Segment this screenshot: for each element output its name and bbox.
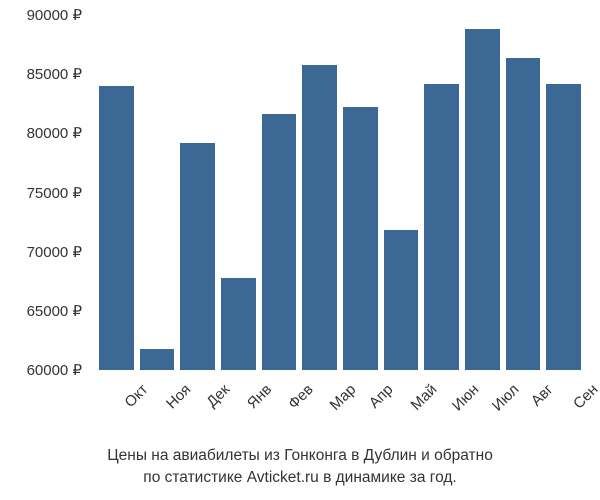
y-tick-label: 70000 ₽ xyxy=(27,243,82,261)
x-tick-label: Дек xyxy=(203,381,233,411)
x-tick-label: Янв xyxy=(244,381,275,412)
x-tick-label: Окт xyxy=(122,381,152,411)
bar-chart xyxy=(95,15,585,370)
bar xyxy=(221,278,256,370)
x-tick-label: Июл xyxy=(489,381,523,415)
y-axis: 60000 ₽65000 ₽70000 ₽75000 ₽80000 ₽85000… xyxy=(0,15,90,370)
bar xyxy=(506,58,541,370)
chart-caption: Цены на авиабилеты из Гонконга в Дублин … xyxy=(0,445,600,488)
x-tick-label: Май xyxy=(408,381,441,414)
y-tick-label: 75000 ₽ xyxy=(27,184,82,202)
bar xyxy=(465,29,500,370)
x-tick-label: Июн xyxy=(449,381,482,414)
bars-group xyxy=(95,15,585,370)
caption-line-1: Цены на авиабилеты из Гонконга в Дублин … xyxy=(107,447,493,464)
x-tick-label: Ноя xyxy=(163,381,194,412)
bar xyxy=(384,230,419,370)
bar xyxy=(99,86,134,370)
bar xyxy=(180,143,215,370)
y-tick-label: 80000 ₽ xyxy=(27,124,82,142)
y-tick-label: 60000 ₽ xyxy=(27,361,82,379)
x-axis: ОктНояДекЯнвФевМарАпрМайИюнИюлАвгСен xyxy=(95,375,585,435)
bar xyxy=(262,114,297,370)
x-tick-label: Фев xyxy=(285,381,317,413)
x-tick-label: Апр xyxy=(366,381,397,412)
bar xyxy=(546,84,581,370)
x-tick-label: Сен xyxy=(570,381,600,412)
x-tick-label: Авг xyxy=(528,381,557,410)
caption-line-2: по статистике Avticket.ru в динамике за … xyxy=(143,469,456,486)
y-tick-label: 65000 ₽ xyxy=(27,302,82,320)
y-tick-label: 90000 ₽ xyxy=(27,6,82,24)
bar xyxy=(302,65,337,370)
bar xyxy=(343,107,378,370)
x-tick-label: Мар xyxy=(326,381,359,414)
bar xyxy=(140,349,175,370)
y-tick-label: 85000 ₽ xyxy=(27,65,82,83)
bar xyxy=(424,84,459,370)
